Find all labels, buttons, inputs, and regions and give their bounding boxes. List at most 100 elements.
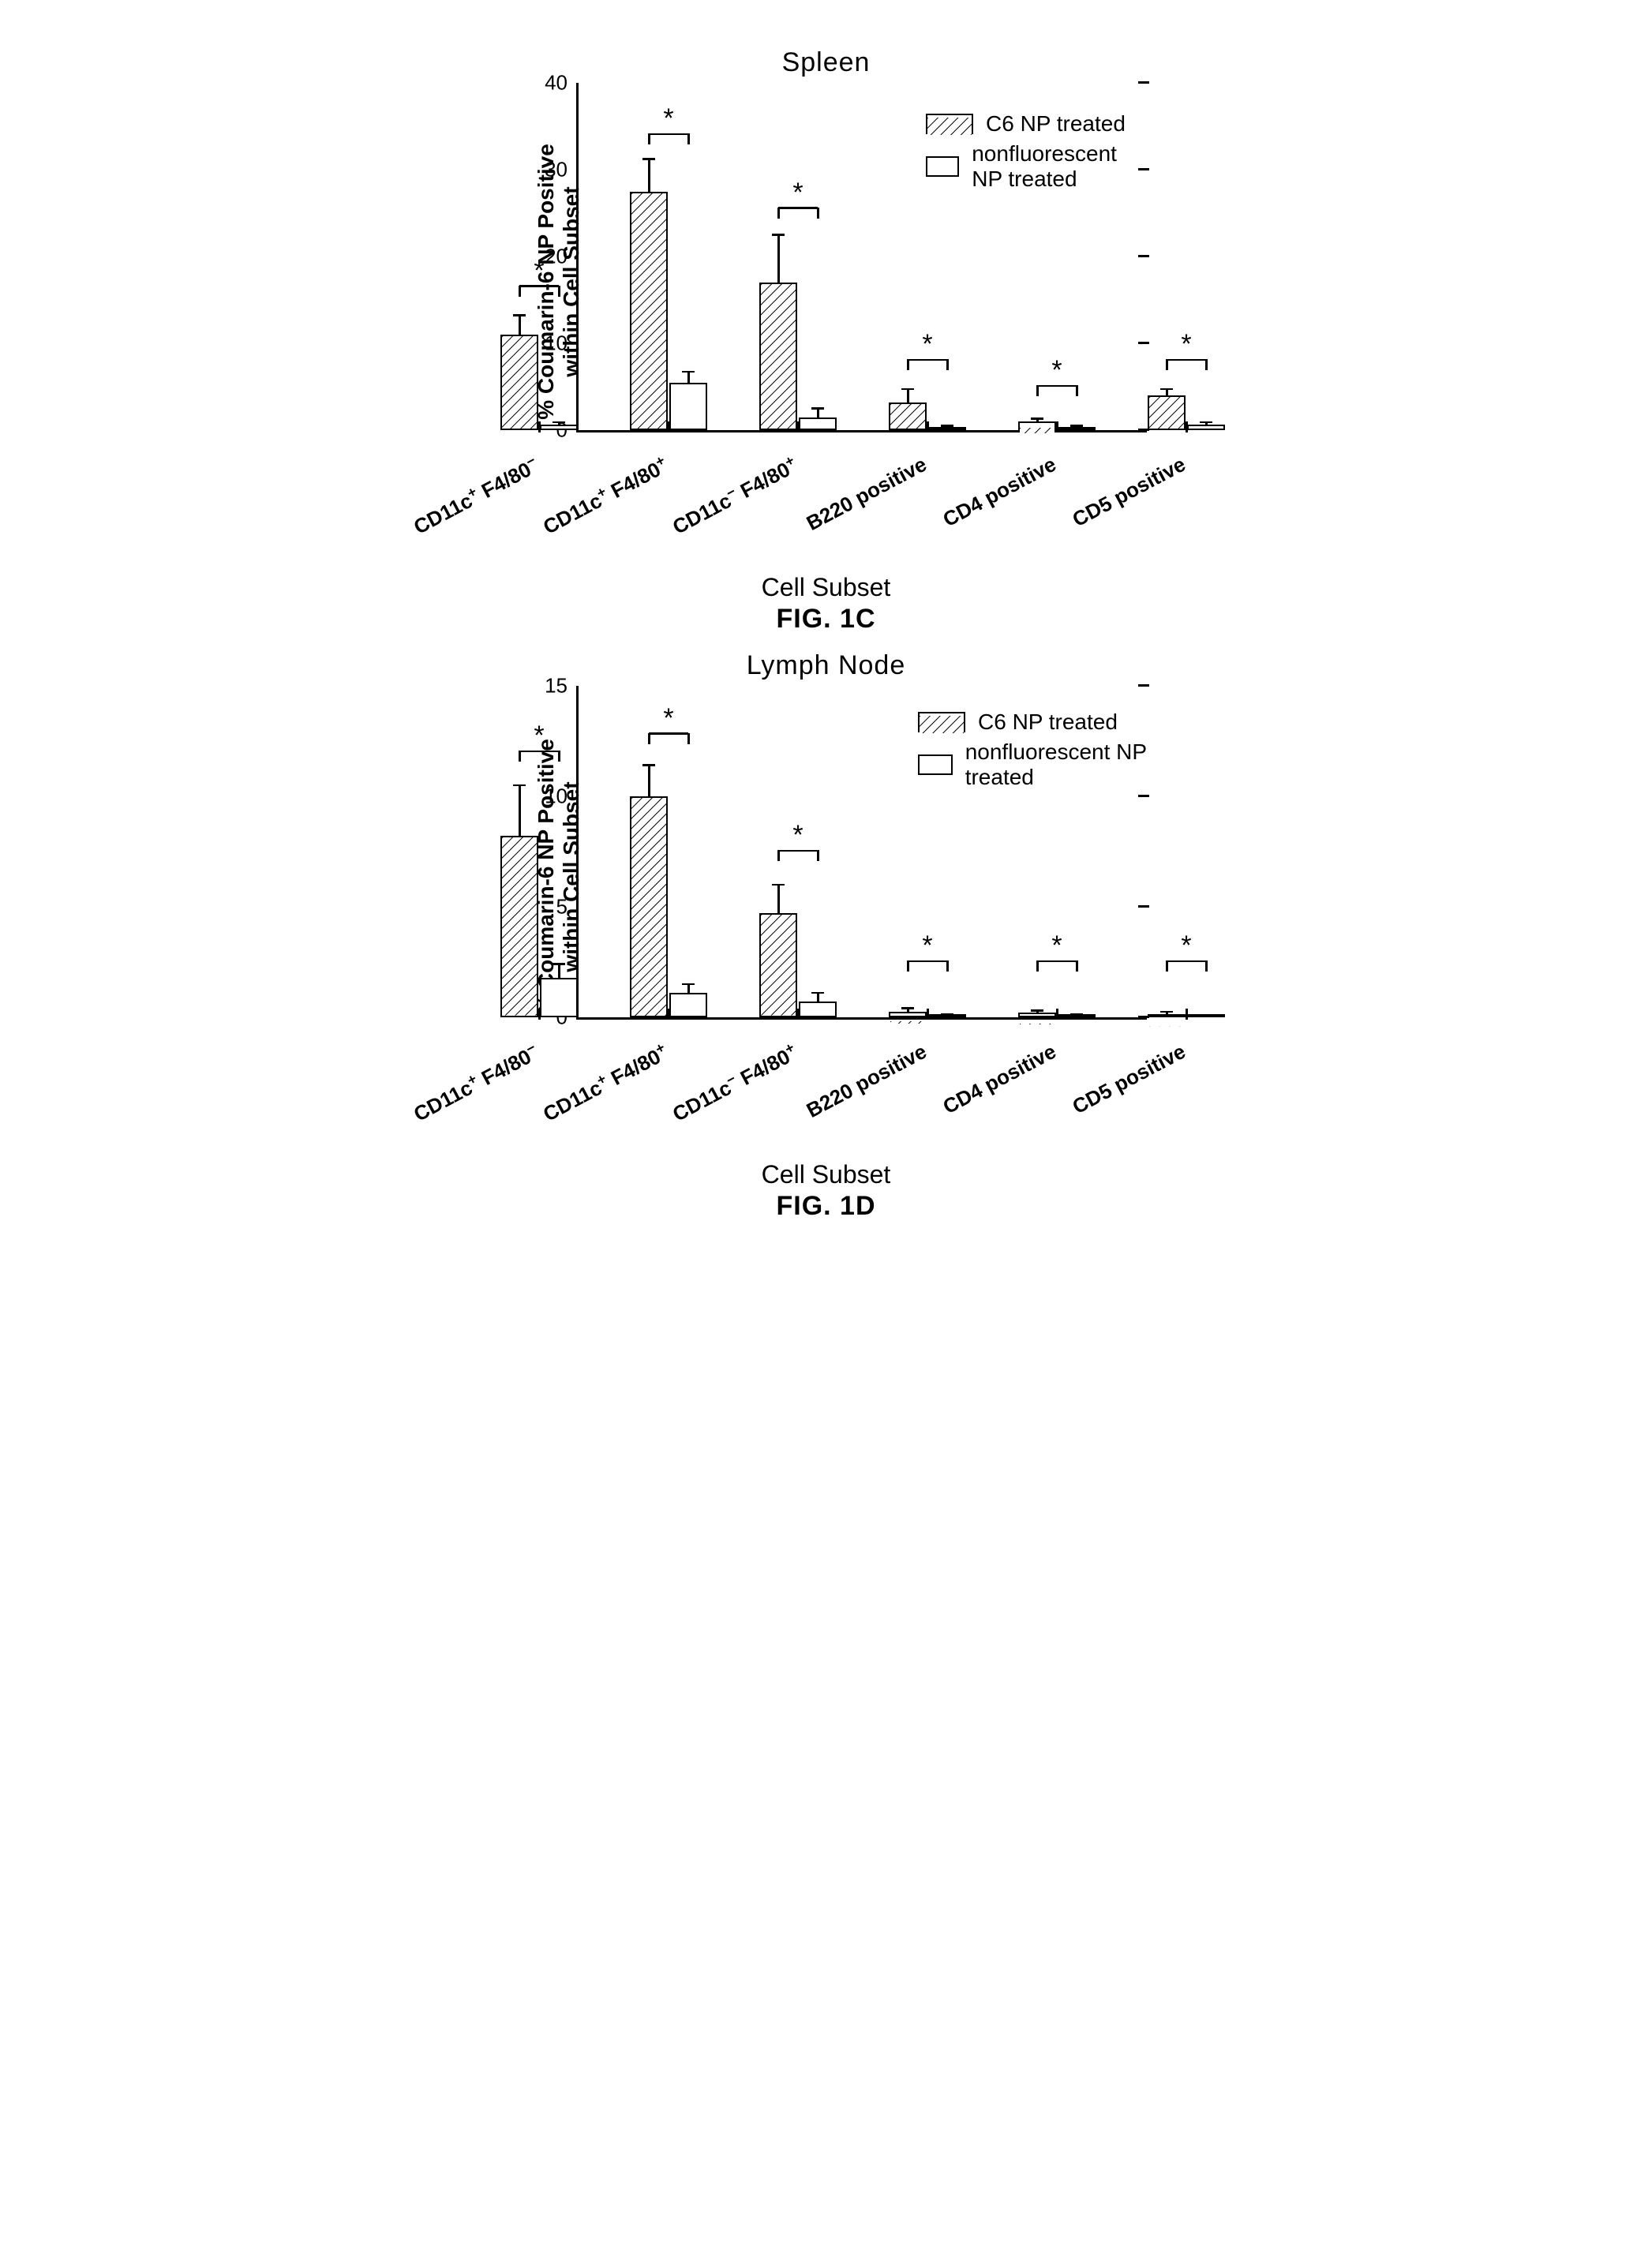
bar-nf: [669, 993, 707, 1017]
sig-star: *: [1181, 331, 1191, 358]
error-cap: [642, 764, 655, 766]
error-cap: [1070, 1013, 1083, 1016]
sig-bracket-tick: [648, 133, 650, 144]
error-bar: [777, 885, 780, 913]
legend-item: nonfluorescent NP treated: [918, 739, 1147, 790]
error-bar: [648, 766, 650, 796]
sig-bracket-tick: [558, 286, 560, 297]
sig-bracket-tick: [1036, 385, 1039, 396]
sig-bracket-tick: [907, 960, 909, 972]
legend-swatch: [926, 114, 973, 134]
bar-nf: [1187, 425, 1225, 430]
figure-label: FIG. 1C: [505, 604, 1147, 635]
error-cap: [772, 884, 785, 886]
sig-star: *: [663, 105, 673, 132]
legend-label: nonfluorescent NP treated: [972, 141, 1147, 192]
sig-bracket-tick: [817, 850, 819, 861]
y-tick-label: 15: [545, 674, 579, 698]
error-bar: [1166, 389, 1168, 395]
error-cap: [513, 784, 526, 787]
sig-bracket-tick: [1205, 960, 1208, 972]
error-cap: [642, 158, 655, 160]
sig-bracket-tick: [1166, 960, 1168, 972]
bar-c6: [1148, 1014, 1186, 1017]
error-cap: [1160, 1011, 1173, 1013]
bar-c6: [630, 192, 668, 431]
bar-nf: [540, 978, 578, 1017]
sig-bracket-tick: [1076, 960, 1078, 972]
y-tick-mark: [1138, 795, 1149, 797]
error-bar: [817, 993, 819, 1002]
error-cap: [1200, 1014, 1212, 1017]
legend-label: C6 NP treated: [978, 710, 1118, 735]
error-bar: [519, 316, 521, 335]
sig-star: *: [1051, 357, 1062, 384]
bar-c6: [759, 283, 797, 430]
error-bar: [687, 984, 690, 993]
legend-swatch: [926, 156, 959, 177]
error-bar: [519, 785, 521, 836]
sig-star: *: [534, 257, 544, 284]
error-cap: [941, 1013, 953, 1016]
error-cap: [513, 314, 526, 316]
plot-area: % Coumarin-6 NP Positivewithin Cell Subs…: [576, 686, 1147, 1020]
sig-bracket-tick: [1166, 359, 1168, 370]
sig-bracket-tick: [1076, 385, 1078, 396]
error-cap: [553, 963, 565, 965]
sig-star: *: [534, 722, 544, 749]
error-cap: [553, 421, 565, 424]
bar-nf: [799, 1002, 837, 1017]
error-cap: [682, 371, 695, 373]
error-cap: [1031, 1009, 1043, 1012]
sig-bracket-tick: [558, 751, 560, 762]
error-cap: [811, 407, 824, 410]
y-tick-mark: [1138, 342, 1149, 344]
figures-container: SpleenCD11c+ F4/80−CD11c+ F4/80+CD11c− F…: [505, 47, 1147, 1237]
bar-c6: [759, 913, 797, 1017]
sig-star: *: [1181, 932, 1191, 959]
sig-star: *: [792, 822, 803, 848]
error-cap: [1200, 421, 1212, 424]
bar-nf: [799, 417, 837, 431]
bar-c6: [1018, 1013, 1056, 1017]
sig-bracket-tick: [777, 850, 780, 861]
bar-c6: [500, 836, 538, 1017]
bar-c6: [1018, 421, 1056, 430]
legend-label: C6 NP treated: [986, 111, 1126, 137]
error-cap: [901, 1007, 914, 1009]
sig-bracket-tick: [946, 359, 949, 370]
sig-bracket-tick: [777, 208, 780, 219]
y-tick-label: 5: [556, 895, 579, 919]
error-cap: [941, 425, 953, 427]
y-tick-label: 40: [545, 71, 579, 95]
error-cap: [682, 983, 695, 986]
sig-star: *: [792, 179, 803, 206]
error-cap: [811, 992, 824, 994]
sig-bracket-tick: [1205, 359, 1208, 370]
error-cap: [901, 388, 914, 391]
sig-bracket-tick: [946, 960, 949, 972]
error-cap: [1070, 425, 1083, 427]
legend-label: nonfluorescent NP treated: [965, 739, 1147, 790]
y-tick-mark: [1138, 81, 1149, 84]
bar-c6: [1148, 395, 1186, 430]
legend-swatch: [918, 754, 953, 775]
error-cap: [1160, 388, 1173, 391]
y-tick-label: 20: [545, 245, 579, 269]
error-bar: [648, 159, 650, 192]
chart-title: Lymph Node: [505, 650, 1147, 681]
legend-item: nonfluorescent NP treated: [926, 141, 1147, 192]
legend: C6 NP treated nonfluorescent NP treated: [918, 710, 1147, 795]
legend-item: C6 NP treated: [926, 111, 1147, 137]
error-cap: [772, 234, 785, 236]
sig-bracket-tick: [687, 133, 690, 144]
bar-c6: [889, 402, 927, 430]
y-tick-mark: [1138, 684, 1149, 687]
legend: C6 NP treated nonfluorescent NP treated: [926, 111, 1147, 197]
bar-c6: [889, 1012, 927, 1017]
bar-c6: [630, 796, 668, 1017]
sig-bracket-tick: [519, 751, 521, 762]
error-bar: [687, 372, 690, 382]
bar-nf: [540, 425, 578, 430]
error-cap: [1031, 417, 1043, 420]
